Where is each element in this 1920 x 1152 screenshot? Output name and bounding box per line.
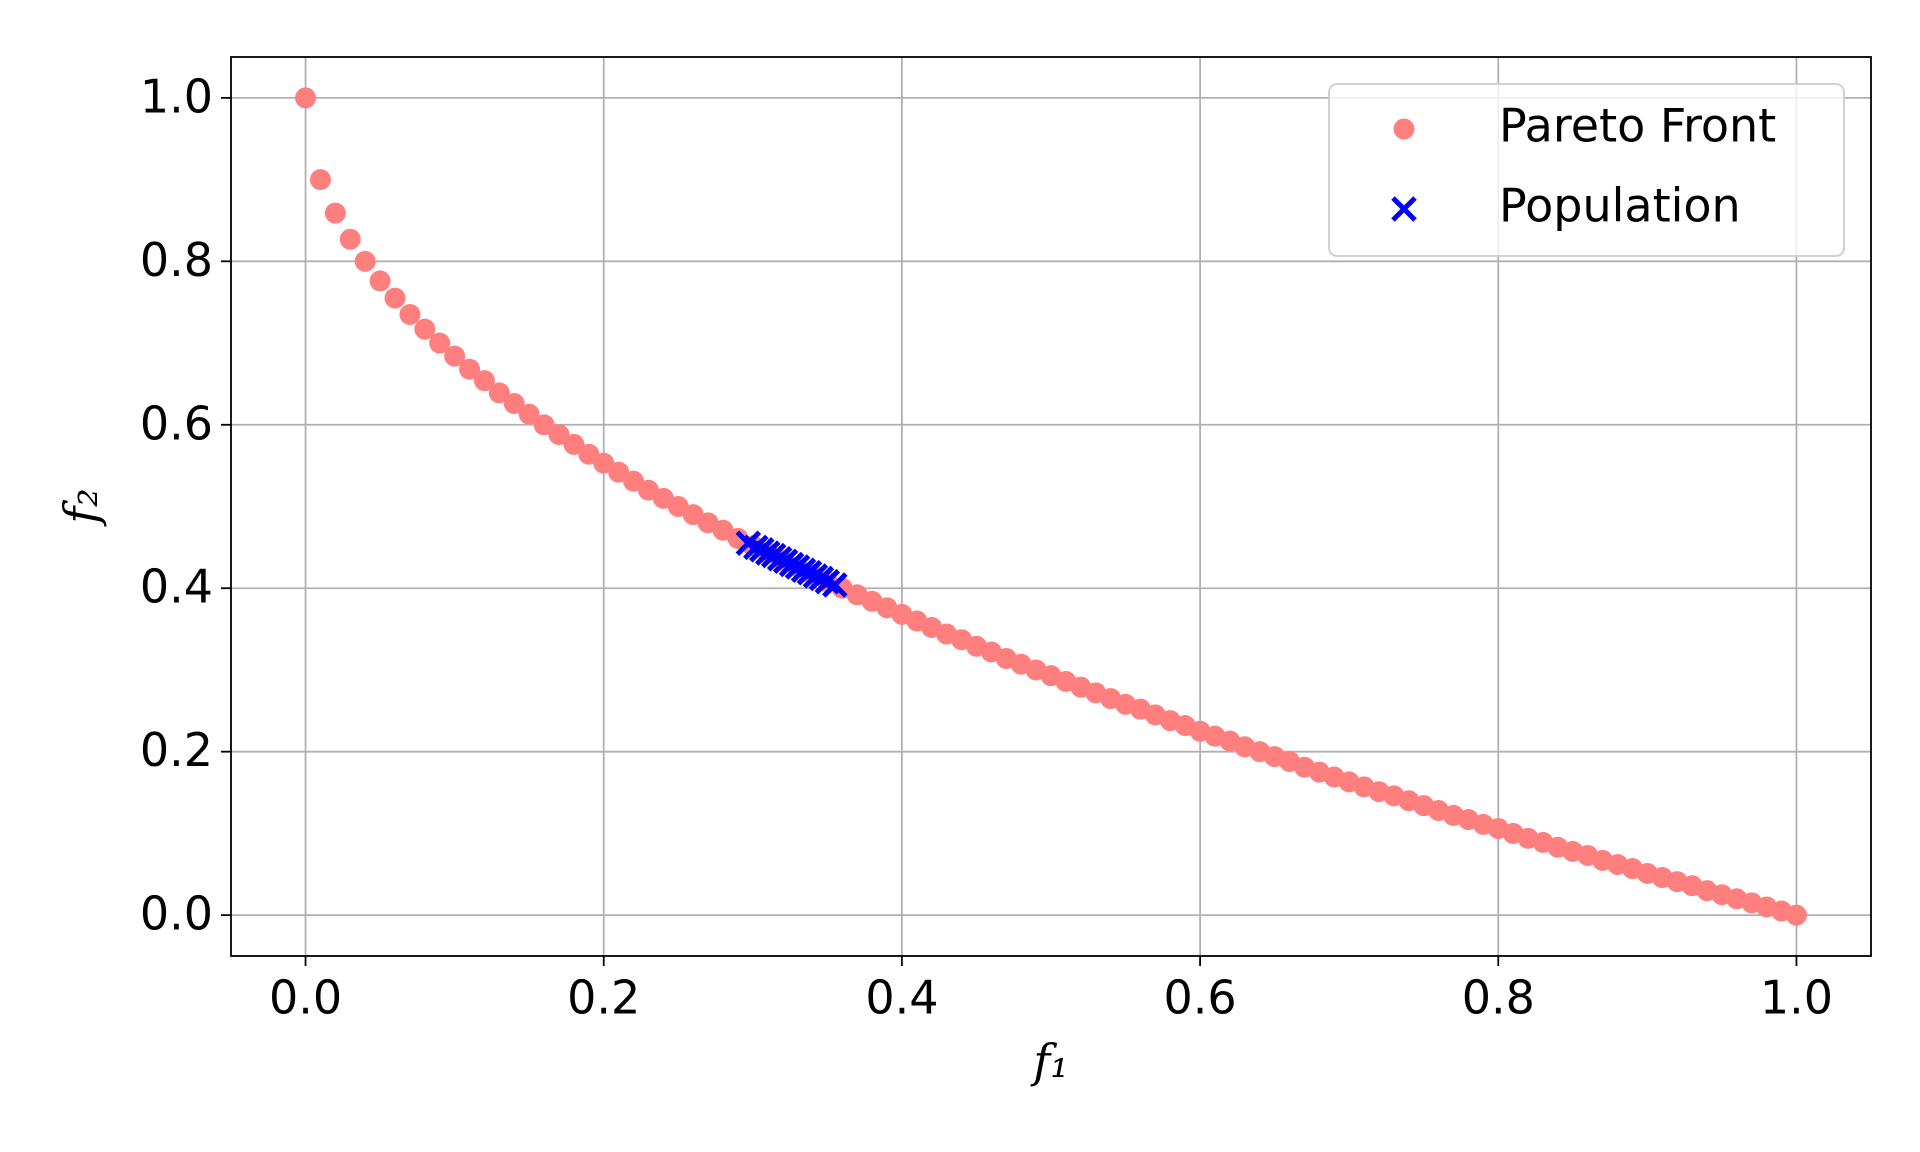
point bbox=[324, 202, 346, 224]
point bbox=[1393, 118, 1415, 140]
point bbox=[503, 393, 525, 415]
point bbox=[295, 87, 317, 109]
y-tick-label: 0.2 bbox=[140, 723, 213, 777]
y-tick-label: 0.4 bbox=[140, 560, 213, 614]
point bbox=[563, 433, 585, 455]
x-tick-label: 0.8 bbox=[1462, 971, 1535, 1025]
series bbox=[735, 530, 848, 598]
x-tick-label: 0.6 bbox=[1164, 971, 1237, 1025]
series bbox=[295, 87, 1807, 926]
x-marker bbox=[814, 568, 841, 595]
point bbox=[339, 228, 361, 250]
y-tick-label: 0.8 bbox=[140, 233, 213, 287]
y-axis-label: f₂ bbox=[54, 488, 108, 526]
plot-frame bbox=[230, 56, 1872, 957]
point bbox=[384, 287, 406, 309]
point bbox=[533, 414, 555, 436]
point bbox=[488, 382, 510, 404]
legend-label: Population bbox=[1499, 179, 1741, 233]
point bbox=[429, 332, 451, 354]
point bbox=[354, 250, 376, 272]
x-marker bbox=[1391, 196, 1417, 222]
point bbox=[399, 303, 421, 325]
x-tick-label: 0.4 bbox=[865, 971, 938, 1025]
point bbox=[414, 318, 436, 340]
y-tick-label: 0.0 bbox=[140, 887, 213, 941]
legend-box bbox=[1328, 83, 1845, 257]
point bbox=[309, 169, 331, 191]
point bbox=[518, 403, 540, 425]
point bbox=[473, 370, 495, 392]
y-tick-label: 0.6 bbox=[140, 396, 213, 450]
point bbox=[1785, 904, 1807, 926]
x-marker bbox=[822, 572, 848, 598]
point bbox=[369, 270, 391, 292]
legend-label: Pareto Front bbox=[1499, 99, 1776, 153]
point bbox=[548, 424, 570, 446]
x-tick-label: 1.0 bbox=[1760, 971, 1833, 1025]
x-axis-label: f₁ bbox=[1030, 1034, 1068, 1088]
point bbox=[459, 358, 481, 380]
x-tick-label: 0.0 bbox=[269, 971, 342, 1025]
y-tick-label: 1.0 bbox=[140, 69, 213, 123]
x-tick-label: 0.2 bbox=[567, 971, 640, 1025]
point bbox=[444, 345, 466, 367]
